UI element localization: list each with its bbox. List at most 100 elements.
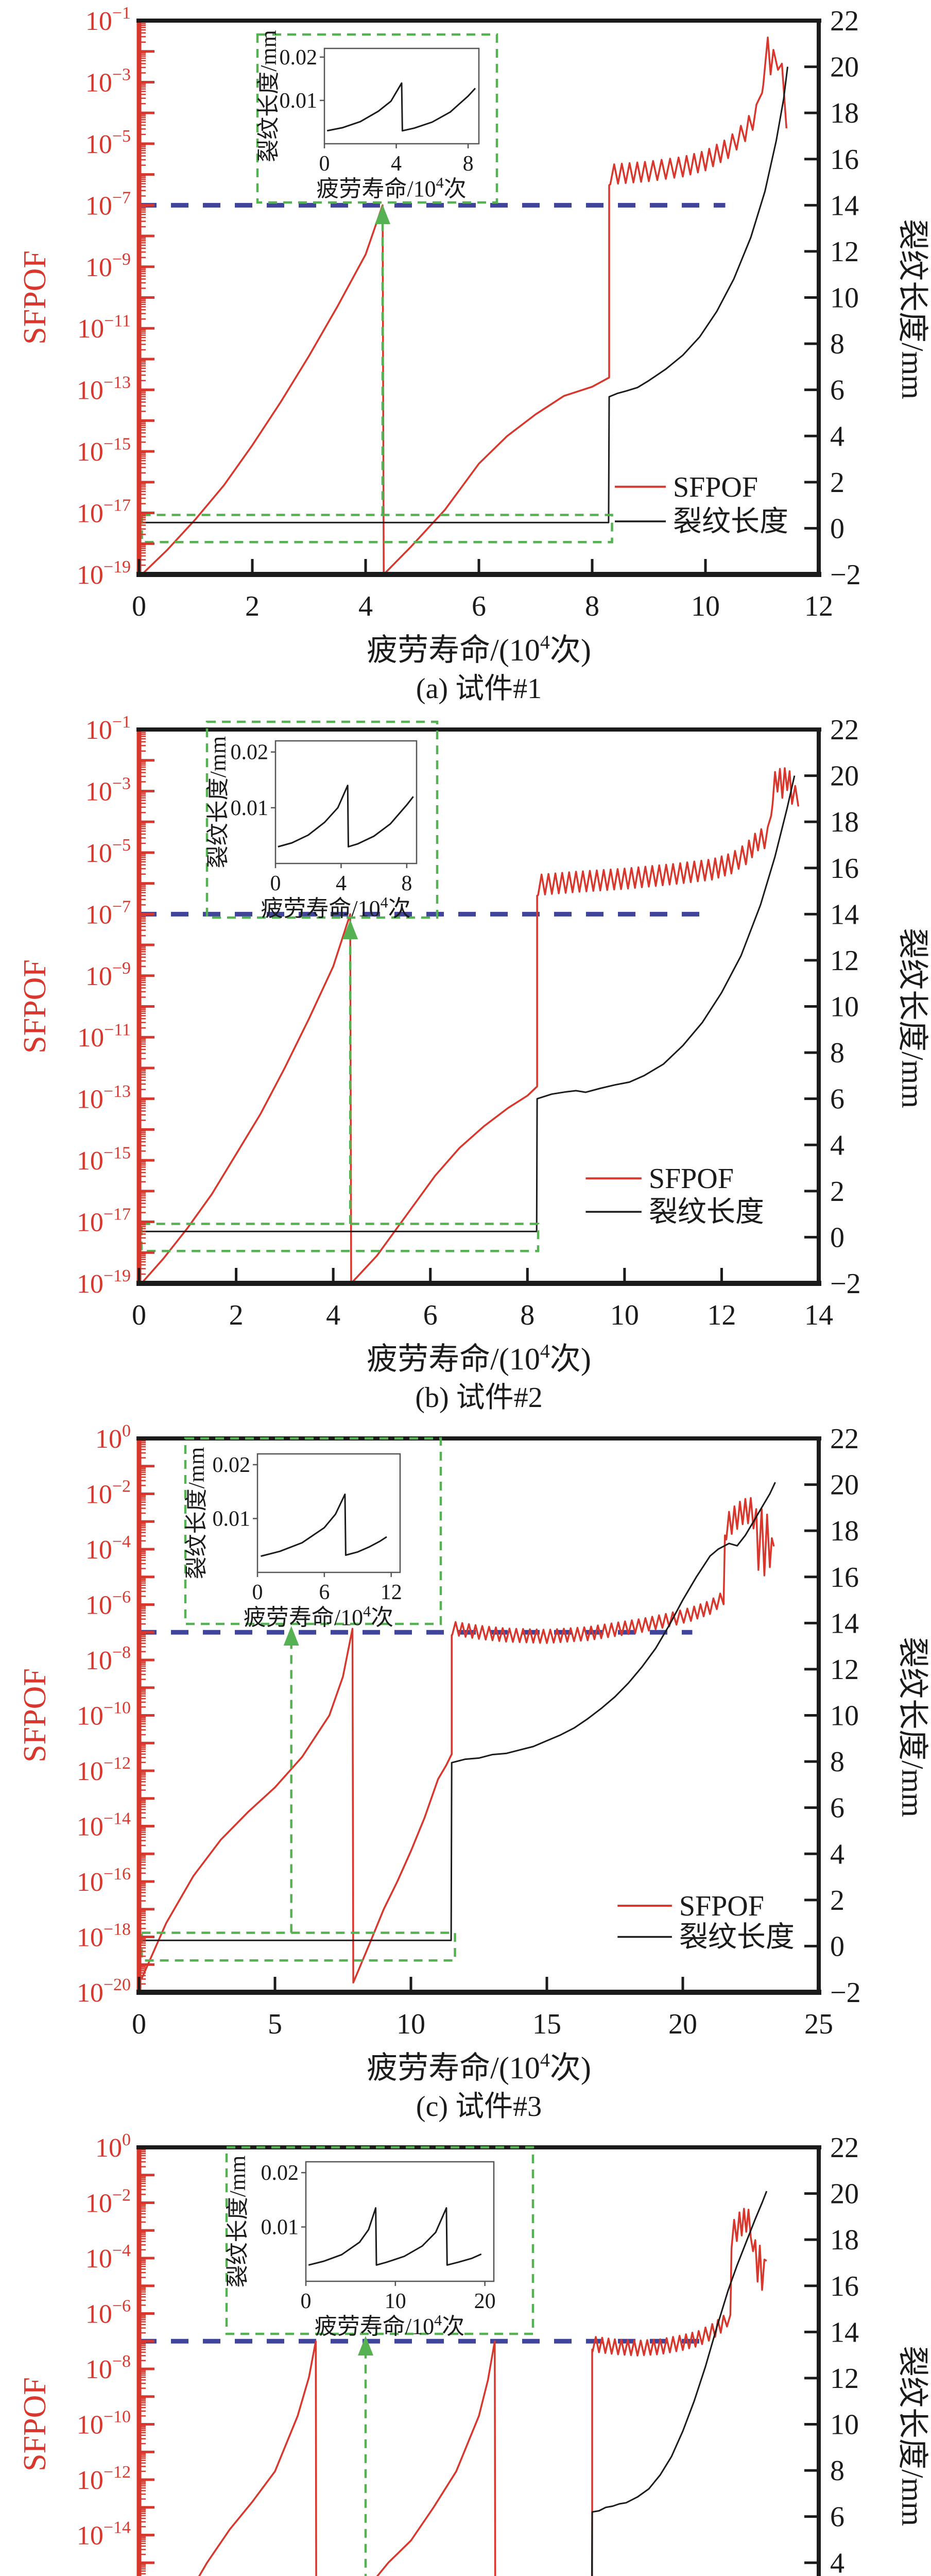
inset-frame xyxy=(274,740,418,865)
svg-text:4: 4 xyxy=(830,1129,844,1161)
svg-text:22: 22 xyxy=(830,714,859,746)
svg-text:0: 0 xyxy=(252,1581,263,1604)
legend-label-crack: 裂纹长度 xyxy=(649,1196,764,1228)
x-axis: 0 5 10 15 20 25 xyxy=(132,1977,833,2040)
inset-border-box xyxy=(205,720,439,919)
svg-text:10: 10 xyxy=(830,991,859,1023)
svg-text:2: 2 xyxy=(245,590,260,622)
svg-text:10−12: 10−12 xyxy=(77,1754,131,1786)
svg-text:0.01: 0.01 xyxy=(261,2216,299,2240)
svg-text:10−19: 10−19 xyxy=(77,1266,131,1299)
svg-text:100: 100 xyxy=(95,2130,131,2163)
svg-text:12: 12 xyxy=(830,2363,859,2395)
svg-text:0: 0 xyxy=(270,872,281,895)
left-axis: 10010−210−410−610−810−1010−1210−1410−161… xyxy=(77,2130,154,2576)
crack-path xyxy=(139,66,788,523)
svg-text:10−13: 10−13 xyxy=(77,1082,131,1114)
svg-text:10−16: 10−16 xyxy=(77,1865,131,1897)
svg-text:8: 8 xyxy=(830,1037,844,1069)
svg-text:2: 2 xyxy=(830,467,844,499)
crack-path xyxy=(139,1482,776,1941)
zoom-region xyxy=(358,2336,373,2576)
crack-length-curve xyxy=(139,66,788,523)
svg-text:(c) 试件#3: (c) 试件#3 xyxy=(416,2091,542,2123)
svg-text:10−10: 10−10 xyxy=(77,2408,131,2440)
svg-text:10−5: 10−5 xyxy=(85,127,131,159)
svg-text:10−19: 10−19 xyxy=(77,557,131,590)
svg-text:20: 20 xyxy=(830,1469,859,1501)
inset-plot: 0 10 20 0.01 0.02 裂纹长度/mm 疲劳寿命/104次 xyxy=(225,2146,535,2339)
svg-text:20: 20 xyxy=(830,2178,859,2210)
svg-text:SFPOF: SFPOF xyxy=(18,2377,53,2471)
caption: (c) 试件#3 xyxy=(416,2091,542,2123)
svg-text:(a) 试件#1: (a) 试件#1 xyxy=(416,673,542,705)
svg-text:8: 8 xyxy=(463,152,474,176)
svg-text:10: 10 xyxy=(691,590,720,622)
inset-frame xyxy=(256,1453,401,1573)
panel-specimen-2: 10−1 10−3 10−5 10−7 10−9 10−11 10−13 10−15 10−17… xyxy=(0,709,931,1418)
svg-text:6: 6 xyxy=(830,1083,844,1115)
svg-text:0.01: 0.01 xyxy=(231,796,269,820)
svg-text:10−11: 10−11 xyxy=(77,311,131,344)
zoom-region-box xyxy=(141,1931,456,1962)
svg-text:10−1: 10−1 xyxy=(85,713,131,745)
left-axis: 10−1 10−3 10−5 10−7 10−9 10−11 10−13 10−15 10−17… xyxy=(77,4,154,590)
svg-text:2: 2 xyxy=(229,1299,244,1331)
inset-curve xyxy=(278,785,414,848)
svg-text:10: 10 xyxy=(396,2008,425,2040)
svg-text:18: 18 xyxy=(830,806,859,838)
svg-text:10: 10 xyxy=(830,2409,859,2441)
chart-specimen-1: 10−1 10−3 10−5 10−7 10−9 10−11 10−13 10−15 10−17… xyxy=(18,4,929,705)
svg-text:SFPOF: SFPOF xyxy=(18,959,53,1054)
svg-text:−2: −2 xyxy=(830,1977,861,2009)
svg-text:4: 4 xyxy=(358,590,373,622)
inset-border-box xyxy=(225,2146,535,2335)
inset-curve xyxy=(261,1493,387,1557)
inset-border-box xyxy=(256,33,498,204)
panel-specimen-1: 10−1 10−3 10−5 10−7 10−9 10−11 10−13 10−15 10−17… xyxy=(0,0,931,709)
svg-text:0.01: 0.01 xyxy=(280,89,318,113)
zoom-arrow-icon xyxy=(283,1626,299,1646)
svg-text:疲劳寿命/(104次): 疲劳寿命/(104次) xyxy=(367,632,591,667)
svg-text:14: 14 xyxy=(830,1607,859,1639)
svg-text:0: 0 xyxy=(830,513,844,545)
chart-specimen-4: 10010−210−410−610−810−1010−1210−1410−161… xyxy=(18,2130,929,2576)
svg-text:裂纹长度/mm: 裂纹长度/mm xyxy=(256,30,281,162)
svg-text:10−3: 10−3 xyxy=(85,774,131,807)
svg-text:SFPOF: SFPOF xyxy=(18,1668,53,1762)
svg-text:16: 16 xyxy=(830,853,859,885)
svg-text:6: 6 xyxy=(319,1581,330,1604)
left-axis: 10−1 10−3 10−5 10−7 10−9 10−11 10−13 10−15 10−17… xyxy=(77,713,154,1299)
svg-text:4: 4 xyxy=(336,872,347,895)
svg-text:8: 8 xyxy=(585,590,599,622)
svg-text:10−20: 10−20 xyxy=(77,1975,131,2008)
svg-text:−2: −2 xyxy=(830,559,861,591)
svg-text:18: 18 xyxy=(830,97,859,129)
svg-text:0: 0 xyxy=(830,1930,844,1962)
svg-text:4: 4 xyxy=(830,2547,844,2576)
svg-text:10−11: 10−11 xyxy=(77,1020,131,1053)
svg-text:16: 16 xyxy=(830,2270,859,2302)
zoom-arrow-icon xyxy=(358,2336,373,2355)
sfpof-path xyxy=(141,1497,775,1984)
svg-text:0.02: 0.02 xyxy=(213,1453,251,1477)
svg-text:6: 6 xyxy=(830,2501,844,2533)
svg-text:18: 18 xyxy=(830,2224,859,2256)
svg-text:10−5: 10−5 xyxy=(85,836,131,868)
svg-text:疲劳寿命/104次: 疲劳寿命/104次 xyxy=(315,2312,464,2339)
svg-text:14: 14 xyxy=(804,1299,833,1331)
inset-border-box xyxy=(184,1437,442,1625)
svg-text:8: 8 xyxy=(401,872,412,895)
svg-text:10−3: 10−3 xyxy=(85,65,131,98)
svg-text:22: 22 xyxy=(830,5,859,37)
axis-titles: SFPOF 裂纹长度/mm 疲劳寿命/(104次) xyxy=(18,219,929,667)
svg-text:10−8: 10−8 xyxy=(85,1643,131,1675)
axis-titles: SFPOF 裂纹长度/mm 疲劳寿命/(104次) xyxy=(18,928,929,1376)
sfpof-curve xyxy=(141,1497,775,1984)
sfpof-curve xyxy=(141,767,800,1284)
crack-path xyxy=(591,2191,768,2576)
svg-text:6: 6 xyxy=(472,590,486,622)
svg-text:100: 100 xyxy=(95,1421,131,1454)
